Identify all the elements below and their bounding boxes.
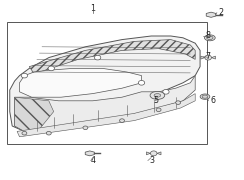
Polygon shape — [17, 94, 195, 137]
Text: 3: 3 — [150, 156, 155, 165]
Ellipse shape — [207, 36, 213, 40]
Polygon shape — [206, 12, 216, 17]
Bar — [7, 22, 207, 144]
Circle shape — [83, 126, 88, 130]
Text: 6: 6 — [210, 96, 215, 105]
Text: 1: 1 — [90, 4, 95, 13]
Text: 2: 2 — [219, 8, 224, 17]
Polygon shape — [212, 56, 215, 59]
Polygon shape — [10, 36, 200, 131]
Polygon shape — [85, 151, 94, 156]
Ellipse shape — [154, 94, 161, 97]
Circle shape — [163, 89, 169, 94]
Polygon shape — [201, 56, 205, 59]
Ellipse shape — [202, 95, 208, 98]
Polygon shape — [146, 152, 150, 155]
Circle shape — [21, 73, 28, 78]
Polygon shape — [29, 40, 195, 74]
Circle shape — [48, 66, 54, 71]
Circle shape — [150, 151, 157, 156]
Circle shape — [120, 119, 124, 122]
Circle shape — [205, 55, 212, 60]
Circle shape — [176, 101, 181, 104]
Polygon shape — [20, 68, 142, 97]
Polygon shape — [15, 76, 195, 131]
Polygon shape — [15, 97, 54, 131]
Text: 5: 5 — [153, 96, 159, 105]
Text: 4: 4 — [90, 156, 95, 165]
Ellipse shape — [204, 35, 215, 41]
Ellipse shape — [150, 91, 165, 99]
Circle shape — [138, 80, 145, 85]
Circle shape — [22, 131, 27, 135]
Circle shape — [46, 131, 51, 135]
Polygon shape — [157, 152, 161, 155]
Ellipse shape — [200, 94, 210, 99]
Circle shape — [156, 108, 161, 112]
Text: 7: 7 — [205, 52, 211, 61]
Text: 8: 8 — [205, 31, 210, 40]
Circle shape — [94, 55, 101, 60]
